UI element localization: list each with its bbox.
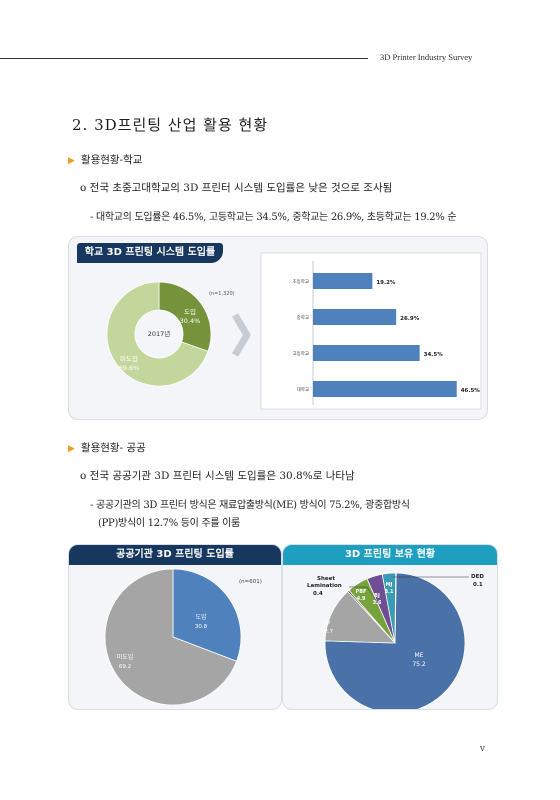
public-detail-line2: (PP)방식이 12.7% 등이 주를 이룸: [98, 518, 240, 529]
bar-2: [313, 345, 420, 361]
bar-value-label: 34.5%: [424, 352, 444, 358]
header-rule: [0, 58, 368, 59]
pie-slice-me: [324, 572, 466, 709]
donut-value-adopted: 30.4%: [180, 317, 201, 325]
pie-left-label-not-adopted: 미도입: [117, 653, 134, 661]
mj-name: MJ: [386, 582, 393, 588]
pie-left-n-label: (n=601): [239, 579, 262, 585]
public-point: o 전국 공공기관 3D 프린터 시스템 도입률은 30.8%로 나타남: [80, 470, 355, 482]
section-title: 2. 3D프린팅 산업 활용 현황: [72, 116, 269, 134]
bar-value-label: 46.5%: [461, 388, 481, 394]
public-right-svg: Sheet Lamination 0.4 DED 0.1 PBF 4.9 BJ …: [307, 572, 484, 709]
public-left-panel-title: 공공기관 3D 프린팅 도입률: [69, 545, 281, 565]
school-chart-panel: 학교 3D 프린팅 시스템 도입률 (n=1,320) 2017년 도입 30.…: [68, 236, 488, 420]
bar-1: [313, 309, 397, 325]
pie-slice-도입: [172, 568, 242, 662]
bar-category-label: 대학교: [297, 386, 309, 393]
bj-name: BJ: [374, 593, 380, 599]
callout-ded-name: DED: [471, 574, 484, 580]
pie-left-label-adopted: 도입: [195, 613, 206, 621]
pie-slice-미도입: [104, 568, 238, 706]
pie-slice-ded: [394, 572, 397, 644]
bar-value-label: 26.9%: [400, 316, 420, 322]
page-number: v: [479, 744, 485, 754]
public-adoption-pie: [104, 568, 242, 706]
header-title: 3D Printer Industry Survey: [380, 52, 473, 62]
donut-label-adopted: 도입: [184, 308, 196, 316]
school-heading-text: 활용현황-학교: [80, 154, 143, 166]
me-name: ME: [415, 652, 424, 659]
pie-left-value-not-adopted: 69.2: [119, 664, 131, 670]
pp-value: 12.7: [321, 629, 334, 635]
bullet-triangle-icon: ▶: [68, 444, 75, 454]
me-value: 75.2: [412, 661, 426, 668]
school-charts-svg: (n=1,320) 2017년 도입 30.4% 미도입 69.6% 초등학교 1…: [106, 252, 482, 410]
public-detail-line1: - 공공기관의 3D 프린터 방식은 재료압출방식(ME) 방식이 75.2%,…: [90, 500, 410, 511]
ownership-pie: [324, 572, 466, 709]
public-adoption-panel: 공공기관 3D 프린팅 도입률 (n=601) 도입 30.8 미도입 69.2: [68, 544, 282, 710]
callout-sheet-name: Sheet: [317, 576, 335, 582]
bj-value: 3.6: [373, 600, 382, 606]
public-ownership-panel: 3D 프린팅 보유 현황 Sheet Lamination 0.4 DED 0.…: [282, 544, 498, 710]
callout-sheet-name-2: Lamination: [307, 583, 342, 589]
school-bar-chart: 초등학교 19.2% 중학교 26.9% 고등학교 34.5% 대학교 46.5%: [292, 273, 480, 397]
callout-line-sheet-2: [366, 586, 379, 604]
donut-value-not-adopted: 69.6%: [119, 364, 140, 372]
pbf-value: 4.9: [357, 596, 366, 602]
pie-left-value-adopted: 30.8: [195, 624, 208, 630]
bar-0: [313, 273, 373, 289]
pie-slice-도입: [158, 281, 212, 352]
bar-value-label: 19.2%: [376, 280, 396, 286]
pbf-name: PBF: [356, 589, 367, 595]
mj-value: 3.1: [385, 589, 394, 595]
pp-name: PP: [324, 621, 331, 627]
public-heading-text: 활용현황- 공공: [80, 442, 146, 454]
public-right-panel-title: 3D 프린팅 보유 현황: [283, 545, 497, 565]
donut-n-label: (n=1,320): [209, 291, 235, 297]
bar-category-label: 고등학교: [292, 350, 309, 357]
bar-category-label: 초등학교: [292, 278, 309, 285]
school-detail: - 대학교의 도입률은 46.5%, 고등학교는 34.5%, 중학교는 26.…: [90, 212, 457, 223]
public-heading: ▶ 활용현황- 공공: [68, 440, 146, 455]
public-left-svg: (n=601) 도입 30.8 미도입 69.2: [104, 568, 262, 706]
school-heading: ▶ 활용현황-학교: [68, 152, 142, 167]
school-point: o 전국 초중고대학교의 3D 프린터 시스템 도입률은 낮은 것으로 조사됨: [80, 182, 393, 194]
callout-sheet-value: 0.4: [313, 591, 323, 597]
school-panel-title: 학교 3D 프린팅 시스템 도입률: [77, 243, 223, 263]
bullet-triangle-icon: ▶: [68, 156, 75, 166]
pie-slice-미도입: [106, 281, 209, 387]
pie-slice-pp: [324, 590, 396, 644]
donut-label-not-adopted: 미도입: [120, 354, 138, 363]
chevron-right-icon: [231, 313, 251, 357]
donut-center-label: 2017년: [148, 329, 171, 338]
school-donut-chart: [106, 281, 212, 387]
bar-3: [313, 381, 457, 397]
bar-category-label: 중학교: [297, 314, 309, 321]
callout-ded-value: 0.1: [473, 582, 483, 588]
